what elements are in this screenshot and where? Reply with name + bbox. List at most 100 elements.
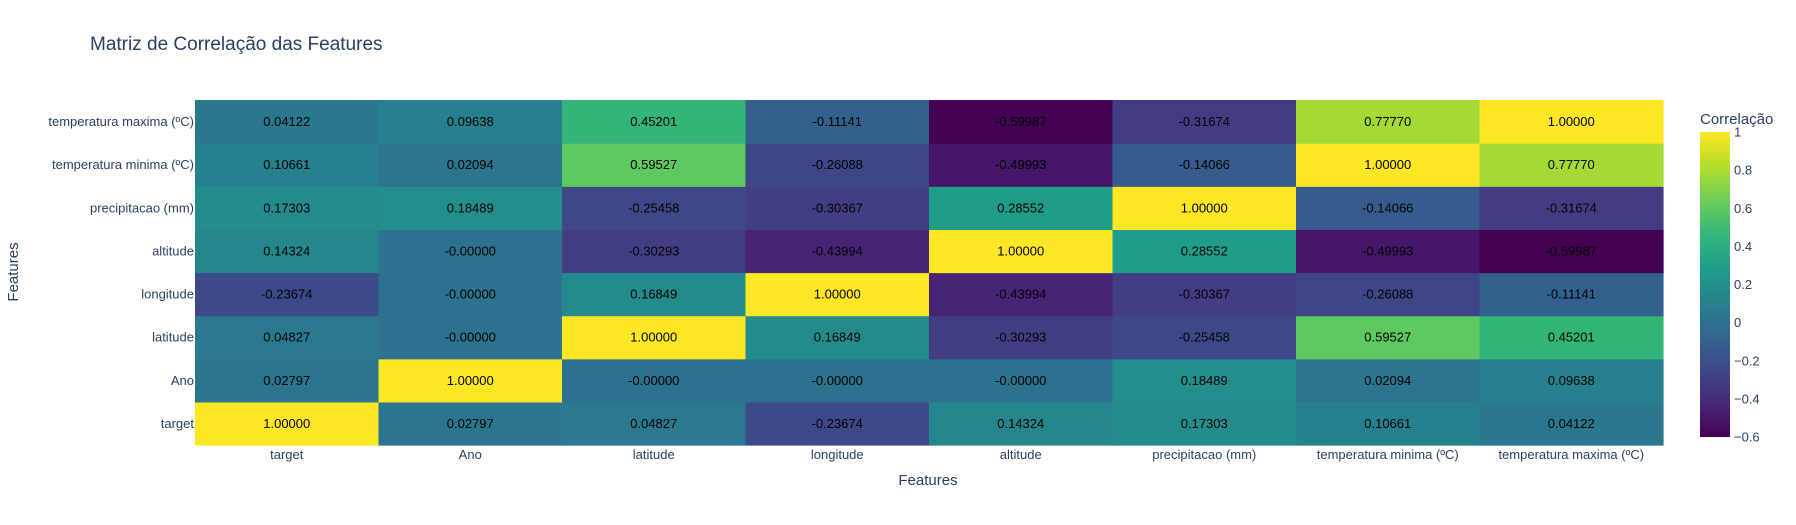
- heatmap-cell: [745, 143, 930, 187]
- heatmap-cell: [562, 315, 747, 360]
- cell-value-label: 0.09638: [447, 114, 494, 129]
- heatmap-cell: [929, 186, 1114, 230]
- heatmap-cell: [1479, 186, 1664, 230]
- cell-value-label: 1.00000: [814, 287, 861, 302]
- heatmap-cell: [929, 401, 1114, 446]
- colorbar-tick-label: 0.6: [1734, 201, 1752, 216]
- cell-value-label: -0.25458: [1179, 330, 1230, 345]
- heatmap-cell: [1479, 272, 1664, 317]
- colorbar: Correlação −0.6 −0.4 −0.2 0 0.2 0.4 0.6 0.8 1: [1700, 111, 1773, 445]
- heatmap-cell: [378, 143, 563, 187]
- heatmap-cell: [562, 143, 747, 187]
- y-tick-label: temperatura maxima (ºC): [48, 114, 194, 129]
- cell-value-label: -0.30367: [812, 200, 863, 215]
- colorbar-ticks: −0.6 −0.4 −0.2 0 0.2 0.4 0.6 0.8 1: [1734, 125, 1760, 445]
- cell-value-label: -0.43994: [995, 287, 1046, 302]
- y-tick-label: Ano: [171, 373, 194, 388]
- heatmap-cell: [378, 186, 563, 230]
- heatmap-cell: [929, 358, 1114, 403]
- heatmap-cell: [378, 229, 563, 274]
- heatmap-cell: [1112, 401, 1297, 446]
- cell-value-label: 0.14324: [997, 416, 1044, 431]
- cell-value-label: 1.00000: [630, 330, 677, 345]
- cell-value-label: -0.23674: [812, 416, 863, 431]
- cell-value-label: -0.49993: [995, 157, 1046, 172]
- heatmap-cell: [562, 229, 747, 274]
- heatmap-cell: [1112, 358, 1297, 403]
- heatmap-cell: [195, 401, 380, 446]
- heatmap-cell: [745, 358, 930, 403]
- heatmap-cell: [195, 358, 380, 403]
- heatmap-cell: [929, 315, 1114, 360]
- cell-value-label: -0.00000: [995, 373, 1046, 388]
- cell-value-label: -0.31674: [1179, 114, 1230, 129]
- cell-value-label: 0.17303: [1181, 416, 1228, 431]
- heatmap-cell: [562, 272, 747, 317]
- y-axis-ticks: target Ano latitude longitude altitude precip…: [48, 114, 194, 431]
- cell-value-label: 1.00000: [997, 243, 1044, 258]
- heatmap-cell: [1112, 100, 1297, 144]
- cell-value-label: 0.17303: [263, 200, 310, 215]
- cell-value-label: 0.28552: [1181, 243, 1228, 258]
- cell-value-label: 0.02797: [447, 416, 494, 431]
- heatmap-cell: [1296, 186, 1481, 230]
- x-tick-label: latitude: [633, 447, 675, 462]
- colorbar-tick-label: −0.6: [1734, 430, 1760, 445]
- cell-value-label: -0.00000: [445, 243, 496, 258]
- x-tick-label: longitude: [811, 447, 864, 462]
- cell-value-label: 0.59527: [1364, 330, 1411, 345]
- cell-value-label: -0.00000: [445, 330, 496, 345]
- heatmap-cell: [929, 100, 1114, 144]
- x-tick-label: Ano: [459, 447, 482, 462]
- colorbar-tick-label: −0.2: [1734, 353, 1760, 368]
- heatmap-cell: [929, 143, 1114, 187]
- heatmap-cell: [1296, 100, 1481, 144]
- y-tick-label: temperatura minima (ºC): [52, 157, 194, 172]
- colorbar-tick-label: 0.4: [1734, 239, 1752, 254]
- heatmap-cell: [1479, 143, 1664, 187]
- x-axis-ticks: target Ano latitude longitude altitude precip…: [270, 447, 1644, 462]
- cell-value-label: 0.18489: [1181, 373, 1228, 388]
- heatmap-cell: [562, 186, 747, 230]
- heatmap-cell: [745, 186, 930, 230]
- heatmap-cell: [1296, 315, 1481, 360]
- colorbar-tick-label: 0.8: [1734, 163, 1752, 178]
- cell-value-label: -0.00000: [445, 287, 496, 302]
- heatmap-cell: [195, 315, 380, 360]
- y-tick-label: latitude: [152, 330, 194, 345]
- heatmap-cell: [1479, 401, 1664, 446]
- colorbar-tick-label: −0.4: [1734, 391, 1760, 406]
- heatmap-cell: [1112, 143, 1297, 187]
- heatmap-cell: [195, 100, 380, 144]
- cell-value-label: 0.77770: [1548, 157, 1595, 172]
- heatmap-cell: [378, 401, 563, 446]
- y-axis-title: Features: [5, 242, 22, 301]
- heatmap-cell: [745, 272, 930, 317]
- x-tick-label: temperatura minima (ºC): [1317, 447, 1459, 462]
- cell-value-label: 0.04827: [263, 330, 310, 345]
- heatmap-cell: [1479, 229, 1664, 274]
- cell-value-label: -0.00000: [812, 373, 863, 388]
- heatmap-cell: [745, 401, 930, 446]
- cell-value-label: 0.16849: [630, 287, 677, 302]
- cell-value-label: 0.09638: [1548, 373, 1595, 388]
- x-tick-label: altitude: [1000, 447, 1042, 462]
- heatmap-cell: [1296, 401, 1481, 446]
- cell-value-label: 0.59527: [630, 157, 677, 172]
- heatmap-cell: [195, 186, 380, 230]
- heatmap-cell: [1112, 229, 1297, 274]
- heatmap-cell: [1112, 315, 1297, 360]
- y-tick-label: longitude: [141, 287, 194, 302]
- heatmap-cell: [745, 100, 930, 144]
- colorbar-tick-label: 1: [1734, 125, 1741, 140]
- heatmap-cell: [1296, 358, 1481, 403]
- heatmap-cell: [378, 315, 563, 360]
- colorbar-tick-label: 0: [1734, 315, 1741, 330]
- cell-value-label: -0.00000: [628, 373, 679, 388]
- cell-value-label: 0.02094: [447, 157, 494, 172]
- cell-value-label: -0.26088: [1362, 287, 1413, 302]
- cell-value-label: -0.31674: [1546, 200, 1597, 215]
- heatmap-cell: [562, 100, 747, 144]
- y-tick-label: target: [161, 416, 195, 431]
- cell-value-label: 0.45201: [1548, 330, 1595, 345]
